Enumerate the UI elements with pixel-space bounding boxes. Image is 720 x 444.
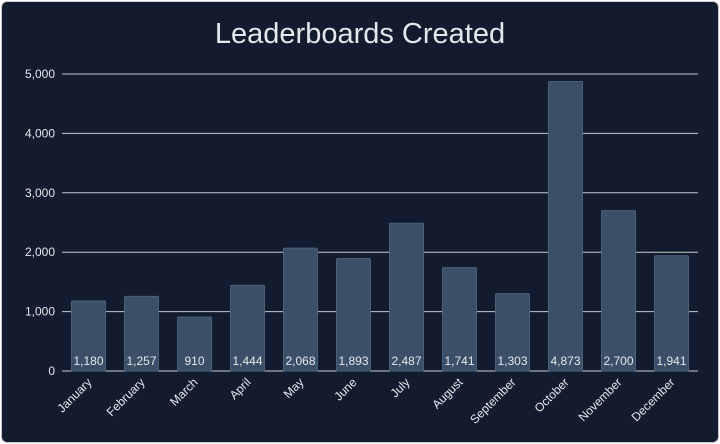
x-tick-label: July bbox=[388, 375, 413, 400]
x-tick-label: June bbox=[331, 375, 360, 404]
bar-value-label: 2,700 bbox=[603, 354, 633, 368]
chart-title: Leaderboards Created bbox=[214, 18, 506, 50]
bar-value-label: 1,444 bbox=[232, 354, 262, 368]
bar-value-label: 1,257 bbox=[126, 354, 156, 368]
y-tick-label: 4,000 bbox=[25, 126, 55, 140]
y-tick-label: 5,000 bbox=[25, 67, 55, 81]
x-tick-label: August bbox=[429, 375, 466, 412]
bar bbox=[654, 255, 689, 372]
bar-value-label: 910 bbox=[184, 354, 204, 368]
x-tick-label: September bbox=[467, 375, 518, 426]
bar-value-label: 1,893 bbox=[338, 354, 368, 368]
bar bbox=[283, 247, 318, 372]
bar-value-label: 1,741 bbox=[444, 354, 474, 368]
bar bbox=[548, 81, 583, 372]
bar bbox=[601, 210, 636, 372]
x-tick-label: January bbox=[55, 375, 95, 415]
bar bbox=[230, 284, 265, 372]
bar-value-label: 1,180 bbox=[73, 354, 103, 368]
x-tick-label: November bbox=[576, 375, 625, 424]
y-tick-label: 1,000 bbox=[25, 305, 55, 319]
bar-value-label: 1,303 bbox=[497, 354, 527, 368]
y-tick-label: 0 bbox=[48, 364, 55, 378]
bar bbox=[495, 293, 530, 372]
x-tick-label: October bbox=[532, 375, 572, 415]
y-tick-label: 3,000 bbox=[25, 186, 55, 200]
bar bbox=[71, 300, 106, 372]
x-tick-label: December bbox=[629, 375, 678, 424]
y-tick-label: 2,000 bbox=[25, 245, 55, 259]
x-tick-label: April bbox=[227, 375, 254, 402]
bar-value-label: 4,873 bbox=[550, 354, 580, 368]
bar-value-label: 1,941 bbox=[656, 354, 686, 368]
bar bbox=[442, 267, 477, 372]
x-tick-label: May bbox=[281, 375, 307, 401]
bar-value-label: 2,487 bbox=[391, 354, 421, 368]
bar bbox=[389, 222, 424, 372]
bar bbox=[177, 316, 212, 372]
bar-value-label: 2,068 bbox=[285, 354, 315, 368]
x-tick-label: February bbox=[104, 375, 148, 419]
x-tick-label: March bbox=[167, 375, 200, 408]
bar bbox=[336, 258, 371, 372]
bar bbox=[124, 295, 159, 372]
